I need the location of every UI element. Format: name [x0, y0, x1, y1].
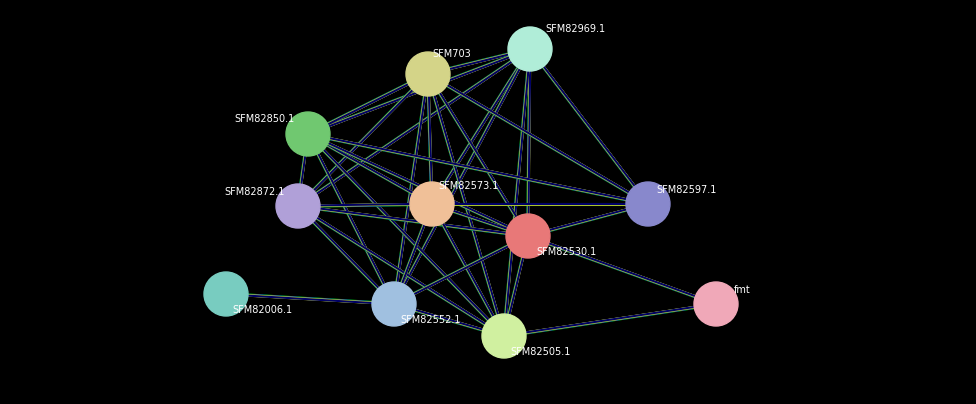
Circle shape: [286, 112, 330, 156]
Circle shape: [276, 184, 320, 228]
Text: fmt: fmt: [734, 285, 751, 295]
Circle shape: [482, 314, 526, 358]
Text: SFM82552.1: SFM82552.1: [400, 315, 461, 325]
Circle shape: [204, 272, 248, 316]
Circle shape: [410, 182, 454, 226]
Circle shape: [372, 282, 416, 326]
Text: SFM703: SFM703: [432, 49, 470, 59]
Circle shape: [506, 214, 550, 258]
Circle shape: [626, 182, 670, 226]
Circle shape: [406, 52, 450, 96]
Circle shape: [508, 27, 552, 71]
Text: SFM82969.1: SFM82969.1: [545, 24, 605, 34]
Text: SFM82530.1: SFM82530.1: [536, 247, 596, 257]
Text: SFM82573.1: SFM82573.1: [438, 181, 499, 191]
Circle shape: [694, 282, 738, 326]
Text: SFM82505.1: SFM82505.1: [510, 347, 570, 357]
Text: SFM82850.1: SFM82850.1: [234, 114, 294, 124]
Text: SFM82006.1: SFM82006.1: [232, 305, 292, 315]
Text: SFM82872.1: SFM82872.1: [224, 187, 284, 197]
Text: SFM82597.1: SFM82597.1: [656, 185, 716, 195]
